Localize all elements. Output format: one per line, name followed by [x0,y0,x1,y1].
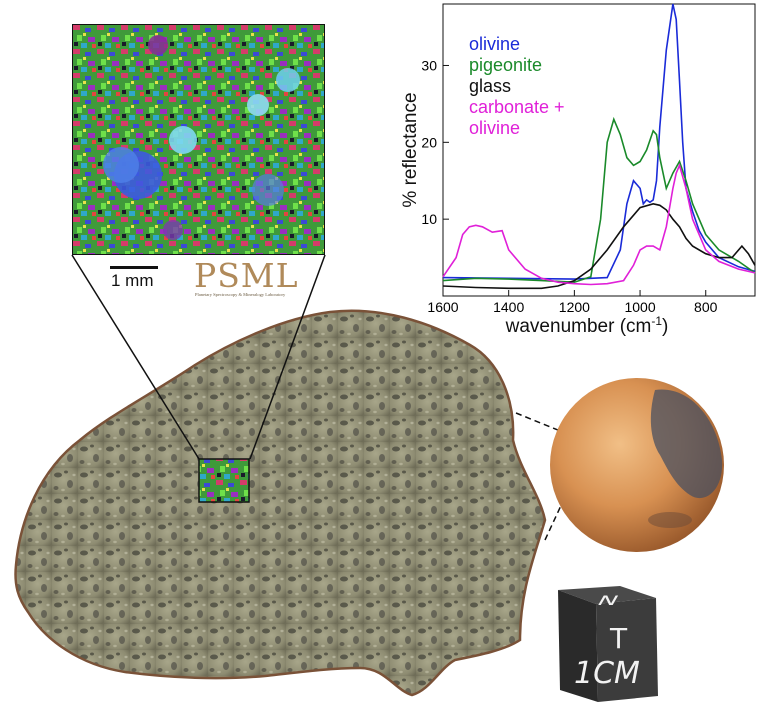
cube-front-label: 1CM [574,656,640,691]
mars-dash-upper [515,412,591,444]
legend-olivine: olivine [469,34,521,54]
series-line-glass [442,202,756,290]
mineral-map-image [73,25,324,254]
legend-pigeonite: pigeonite [469,55,543,75]
y-tick-label: 10 [421,211,437,227]
x-tick-label: 1200 [559,299,590,315]
psml-logo-subtitle: Planetary Spectroscopy & Mineralogy Labo… [195,292,286,297]
meteorite-slab [14,309,547,697]
chart-legend: olivine pigeonite glass carbonate + oliv… [469,34,565,139]
plot-area [442,3,756,297]
cube-side-letter: T [610,622,628,655]
scale-bar [110,266,158,269]
y-tick-label: 30 [421,57,437,73]
y-axis-title: % reflectance [400,92,421,207]
mars-dark-spot [648,512,692,528]
x-tick-label: 800 [694,299,718,315]
callout-line-left [71,254,200,460]
scale-cube-side [596,598,658,702]
mineral-map-inset [72,24,325,255]
x-tick-label: 1600 [427,299,458,315]
legend-carbonate: carbonate + [469,97,565,117]
x-axis-title: wavenumber (cm-1) [505,314,669,337]
mars-dark-region [650,389,723,499]
psml-logo: PSML [194,256,299,295]
series-line-carbonate-olivine [442,163,756,286]
series-line-olivine [442,3,756,280]
mapped-area-marker [198,458,250,503]
x-tick-label: 1400 [493,299,524,315]
callout-line-right [249,254,326,460]
series-line-pigeonite [442,116,756,284]
legend-carbonate-olivine: olivine [469,118,521,138]
scale-bar-label: 1 mm [111,271,154,290]
y-tick-label: 20 [421,134,437,150]
scale-cube-top [558,586,656,604]
scale-cube-front [558,590,598,702]
legend-glass: glass [469,76,512,96]
x-tick-label: 1000 [624,299,655,315]
